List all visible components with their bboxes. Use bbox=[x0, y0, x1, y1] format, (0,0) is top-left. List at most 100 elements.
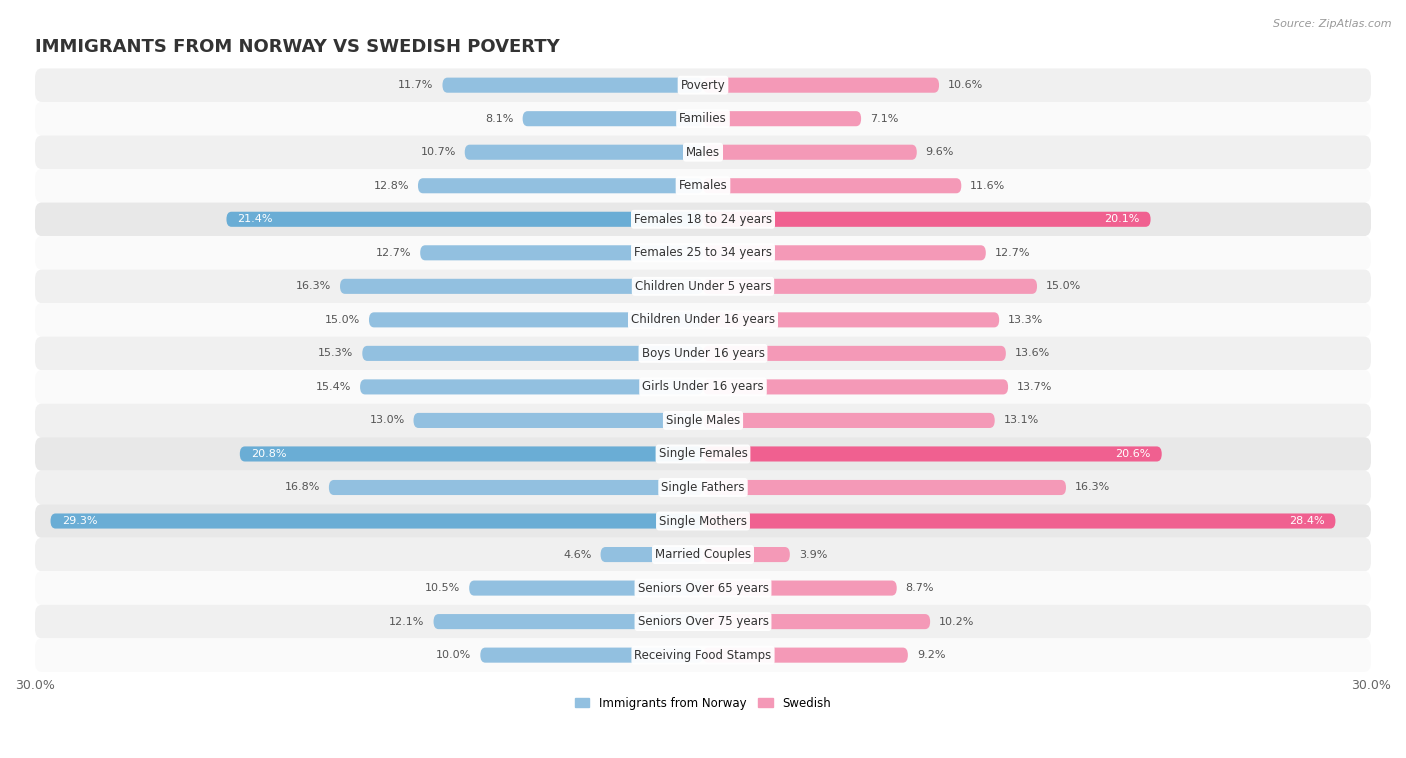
Text: 20.1%: 20.1% bbox=[1104, 215, 1139, 224]
FancyBboxPatch shape bbox=[418, 178, 703, 193]
Text: 10.5%: 10.5% bbox=[425, 583, 460, 593]
Text: 10.6%: 10.6% bbox=[948, 80, 983, 90]
FancyBboxPatch shape bbox=[703, 77, 939, 92]
Text: 13.3%: 13.3% bbox=[1008, 315, 1043, 325]
Text: 9.6%: 9.6% bbox=[925, 147, 955, 157]
Text: Children Under 5 years: Children Under 5 years bbox=[634, 280, 772, 293]
FancyBboxPatch shape bbox=[703, 513, 1336, 528]
FancyBboxPatch shape bbox=[443, 77, 703, 92]
Text: Children Under 16 years: Children Under 16 years bbox=[631, 313, 775, 327]
Text: 21.4%: 21.4% bbox=[238, 215, 273, 224]
FancyBboxPatch shape bbox=[703, 145, 917, 160]
FancyBboxPatch shape bbox=[465, 145, 703, 160]
Text: Families: Families bbox=[679, 112, 727, 125]
Text: Receiving Food Stamps: Receiving Food Stamps bbox=[634, 649, 772, 662]
Text: 12.8%: 12.8% bbox=[374, 180, 409, 191]
FancyBboxPatch shape bbox=[703, 446, 1161, 462]
Text: 16.8%: 16.8% bbox=[284, 483, 321, 493]
Text: 15.0%: 15.0% bbox=[325, 315, 360, 325]
Text: Seniors Over 75 years: Seniors Over 75 years bbox=[637, 615, 769, 628]
FancyBboxPatch shape bbox=[703, 246, 986, 260]
FancyBboxPatch shape bbox=[51, 513, 703, 528]
Text: 16.3%: 16.3% bbox=[1076, 483, 1111, 493]
Text: Seniors Over 65 years: Seniors Over 65 years bbox=[637, 581, 769, 594]
FancyBboxPatch shape bbox=[413, 413, 703, 428]
Text: Boys Under 16 years: Boys Under 16 years bbox=[641, 347, 765, 360]
Text: 7.1%: 7.1% bbox=[870, 114, 898, 124]
FancyBboxPatch shape bbox=[240, 446, 703, 462]
Text: 10.2%: 10.2% bbox=[939, 616, 974, 627]
FancyBboxPatch shape bbox=[35, 504, 1371, 537]
FancyBboxPatch shape bbox=[35, 404, 1371, 437]
Text: Girls Under 16 years: Girls Under 16 years bbox=[643, 381, 763, 393]
Text: 16.3%: 16.3% bbox=[295, 281, 330, 291]
FancyBboxPatch shape bbox=[35, 337, 1371, 370]
FancyBboxPatch shape bbox=[703, 647, 908, 662]
FancyBboxPatch shape bbox=[363, 346, 703, 361]
Text: Single Fathers: Single Fathers bbox=[661, 481, 745, 494]
Text: 11.7%: 11.7% bbox=[398, 80, 433, 90]
FancyBboxPatch shape bbox=[703, 346, 1005, 361]
Text: 10.0%: 10.0% bbox=[436, 650, 471, 660]
Text: 3.9%: 3.9% bbox=[799, 550, 827, 559]
Text: Females: Females bbox=[679, 179, 727, 193]
FancyBboxPatch shape bbox=[35, 572, 1371, 605]
Text: 13.0%: 13.0% bbox=[370, 415, 405, 425]
FancyBboxPatch shape bbox=[35, 471, 1371, 504]
Text: 20.8%: 20.8% bbox=[250, 449, 287, 459]
FancyBboxPatch shape bbox=[433, 614, 703, 629]
Text: 9.2%: 9.2% bbox=[917, 650, 945, 660]
Text: 8.7%: 8.7% bbox=[905, 583, 934, 593]
FancyBboxPatch shape bbox=[703, 312, 1000, 327]
Text: Source: ZipAtlas.com: Source: ZipAtlas.com bbox=[1274, 19, 1392, 29]
Text: Poverty: Poverty bbox=[681, 79, 725, 92]
FancyBboxPatch shape bbox=[226, 211, 703, 227]
FancyBboxPatch shape bbox=[703, 581, 897, 596]
Text: IMMIGRANTS FROM NORWAY VS SWEDISH POVERTY: IMMIGRANTS FROM NORWAY VS SWEDISH POVERT… bbox=[35, 38, 560, 56]
Text: Females 25 to 34 years: Females 25 to 34 years bbox=[634, 246, 772, 259]
Text: Single Mothers: Single Mothers bbox=[659, 515, 747, 528]
FancyBboxPatch shape bbox=[35, 270, 1371, 303]
FancyBboxPatch shape bbox=[703, 547, 790, 562]
Text: 28.4%: 28.4% bbox=[1289, 516, 1324, 526]
FancyBboxPatch shape bbox=[703, 614, 931, 629]
Text: Single Males: Single Males bbox=[666, 414, 740, 427]
FancyBboxPatch shape bbox=[703, 413, 994, 428]
FancyBboxPatch shape bbox=[35, 236, 1371, 270]
Legend: Immigrants from Norway, Swedish: Immigrants from Norway, Swedish bbox=[571, 692, 835, 714]
FancyBboxPatch shape bbox=[35, 370, 1371, 404]
Text: 4.6%: 4.6% bbox=[564, 550, 592, 559]
FancyBboxPatch shape bbox=[35, 169, 1371, 202]
Text: 15.3%: 15.3% bbox=[318, 349, 353, 359]
Text: 13.1%: 13.1% bbox=[1004, 415, 1039, 425]
FancyBboxPatch shape bbox=[35, 537, 1371, 572]
FancyBboxPatch shape bbox=[600, 547, 703, 562]
Text: 13.7%: 13.7% bbox=[1017, 382, 1052, 392]
FancyBboxPatch shape bbox=[703, 111, 860, 127]
Text: Married Couples: Married Couples bbox=[655, 548, 751, 561]
FancyBboxPatch shape bbox=[35, 303, 1371, 337]
FancyBboxPatch shape bbox=[35, 605, 1371, 638]
FancyBboxPatch shape bbox=[340, 279, 703, 294]
FancyBboxPatch shape bbox=[420, 246, 703, 260]
FancyBboxPatch shape bbox=[35, 68, 1371, 102]
FancyBboxPatch shape bbox=[329, 480, 703, 495]
FancyBboxPatch shape bbox=[703, 480, 1066, 495]
FancyBboxPatch shape bbox=[35, 638, 1371, 672]
FancyBboxPatch shape bbox=[703, 379, 1008, 394]
Text: 15.4%: 15.4% bbox=[316, 382, 352, 392]
Text: 20.6%: 20.6% bbox=[1115, 449, 1150, 459]
Text: 8.1%: 8.1% bbox=[485, 114, 513, 124]
FancyBboxPatch shape bbox=[368, 312, 703, 327]
FancyBboxPatch shape bbox=[35, 202, 1371, 236]
Text: 12.1%: 12.1% bbox=[389, 616, 425, 627]
Text: 29.3%: 29.3% bbox=[62, 516, 97, 526]
FancyBboxPatch shape bbox=[703, 178, 962, 193]
FancyBboxPatch shape bbox=[703, 211, 1150, 227]
FancyBboxPatch shape bbox=[470, 581, 703, 596]
FancyBboxPatch shape bbox=[35, 437, 1371, 471]
FancyBboxPatch shape bbox=[523, 111, 703, 127]
Text: 12.7%: 12.7% bbox=[375, 248, 412, 258]
Text: 15.0%: 15.0% bbox=[1046, 281, 1081, 291]
Text: Females 18 to 24 years: Females 18 to 24 years bbox=[634, 213, 772, 226]
